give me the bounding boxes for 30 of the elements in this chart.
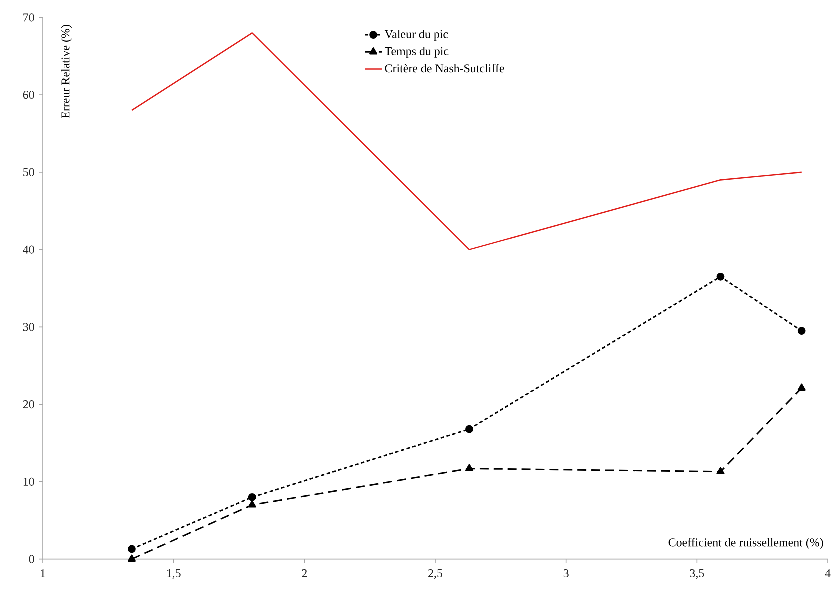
point	[466, 425, 474, 434]
point	[798, 327, 806, 335]
x-axis-title: Coefficient de ruissellement (%)	[668, 538, 824, 550]
point	[248, 500, 256, 508]
x-tick-label: 3	[564, 569, 569, 578]
y-tick-label: 20	[23, 400, 34, 409]
y-tick-label: 50	[24, 168, 34, 176]
point	[465, 464, 474, 472]
y-tick-label: 60	[23, 91, 34, 100]
point	[128, 554, 136, 562]
x-tick-label: 4	[825, 569, 831, 578]
point	[248, 493, 256, 502]
y-tick-label: 40	[23, 246, 34, 254]
point	[128, 545, 136, 554]
y-axis-title: Erreur Relative (%)	[61, 25, 72, 119]
y-tick-label: 0	[29, 555, 34, 564]
legend-label: Temps du pic	[384, 47, 449, 58]
x-tick-label: 1	[41, 569, 46, 578]
y-tick-label: 10	[24, 478, 34, 486]
point	[716, 467, 725, 475]
legend-label: Critère de Nash-Sutcliffe	[385, 64, 504, 73]
y-tick-label: 30	[23, 323, 34, 332]
x-tick-label: 1,5	[167, 569, 181, 580]
x-tick-label: 2	[302, 569, 307, 578]
x-tick-label: 2,5	[428, 569, 443, 580]
legend-label: Valeur du pic	[384, 30, 448, 41]
point	[716, 272, 725, 281]
x-tick-label: 3,5	[690, 569, 704, 580]
point	[798, 384, 806, 391]
y-tick-label: 70	[24, 14, 34, 22]
